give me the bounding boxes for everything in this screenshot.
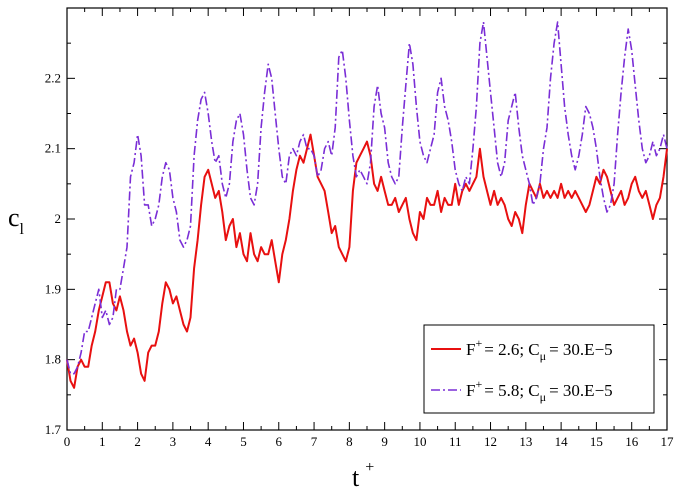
x-tick-label: 14 (555, 434, 569, 449)
x-tick-label: 0 (64, 434, 71, 449)
series-line-1 (66, 133, 668, 389)
legend-2-c-value: = 30.E−5 (549, 381, 613, 400)
legend-1-f: F (466, 340, 475, 359)
x-tick-label: 5 (240, 434, 247, 449)
legend-2-f: F (466, 381, 475, 400)
x-tick-label: 1 (99, 434, 106, 449)
x-tick-label: 2 (134, 434, 141, 449)
legend-1-c-sub: μ (540, 349, 546, 363)
x-axis-title-sup: + (365, 459, 374, 476)
legend-2-c-sub: μ (540, 390, 546, 404)
y-axis-title-sub: l (20, 221, 25, 238)
legend-label-series-2: F+ = 5.8; Cμ = 30.E−5 (466, 377, 613, 404)
x-tick-label: 6 (276, 434, 283, 449)
y-tick-label: 1.7 (45, 422, 62, 437)
x-axis-title: t + (352, 459, 374, 490)
x-tick-label: 9 (381, 434, 388, 449)
x-tick-label: 13 (519, 434, 532, 449)
series-layer (66, 21, 668, 389)
x-tick-label: 17 (661, 434, 675, 449)
x-axis-title-main: t (352, 463, 360, 490)
legend-2-f-value: = 5.8; C (484, 381, 539, 400)
x-tick-label: 3 (170, 434, 177, 449)
legend-label-series-1: F+ = 2.6; Cμ = 30.E−5 (466, 336, 613, 363)
x-tick-label: 11 (449, 434, 462, 449)
x-tick-label: 8 (346, 434, 353, 449)
legend-2-f-sup: + (475, 377, 482, 391)
x-tick-label: 10 (413, 434, 426, 449)
x-tick-label: 15 (590, 434, 603, 449)
legend: F+ = 2.6; Cμ = 30.E−5 F+ = 5.8; Cμ = 30.E−5 (423, 324, 655, 414)
y-tick-label: 2.1 (45, 141, 61, 156)
legend-1-c-value: = 30.E−5 (549, 340, 613, 359)
legend-box (423, 324, 655, 414)
series-line-2 (66, 21, 668, 375)
y-axis-title-main: c (8, 203, 20, 232)
y-tick-label: 2 (55, 211, 62, 226)
y-tick-label: 1.9 (45, 281, 61, 296)
x-tick-label: 16 (625, 434, 639, 449)
x-tick-label: 12 (484, 434, 497, 449)
y-tick-label: 1.8 (45, 352, 61, 367)
y-axis-title: cl (8, 203, 25, 238)
x-tick-label: 4 (205, 434, 212, 449)
axis-ticks: 0 1 2 3 4 5 6 7 8 9 10 11 12 13 14 15 16 171.71.81.922.12… (45, 8, 674, 449)
legend-1-f-sup: + (475, 336, 482, 350)
y-tick-label: 2.2 (45, 70, 61, 85)
legend-1-f-value: = 2.6; C (484, 340, 539, 359)
x-tick-label: 7 (311, 434, 318, 449)
